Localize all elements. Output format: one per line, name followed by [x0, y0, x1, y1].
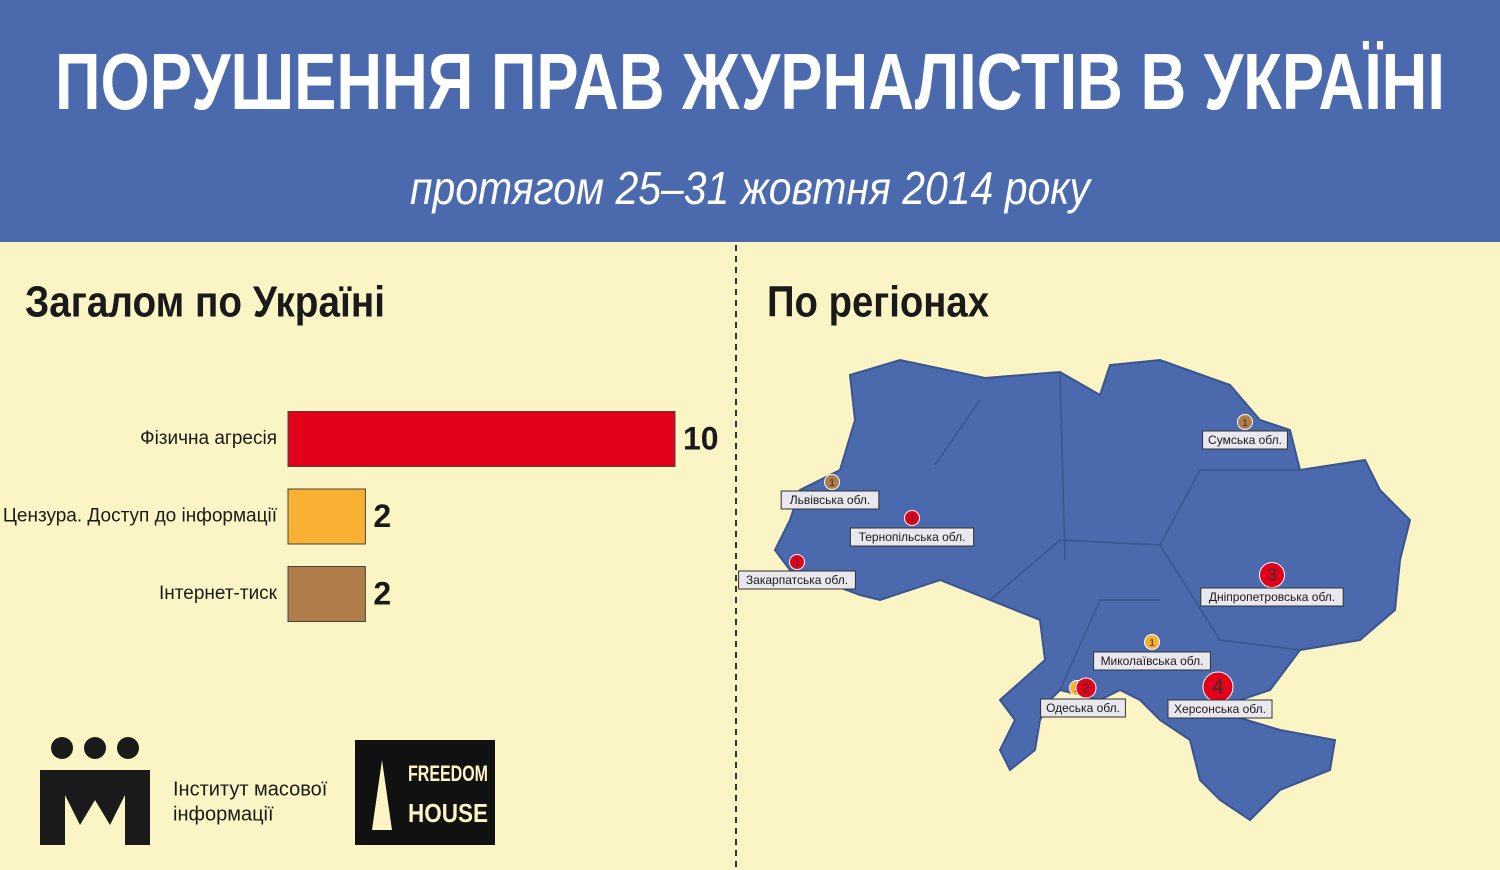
region-label: Тернопільська обл.	[859, 530, 966, 544]
region-label: Дніпропетровська обл.	[1209, 590, 1335, 604]
logo-dot	[84, 737, 106, 759]
region-marker	[1144, 634, 1160, 650]
region-label-box	[1200, 587, 1344, 607]
logo-dot	[51, 737, 73, 759]
map-title: По регіонах	[767, 278, 989, 327]
region-marker	[789, 554, 805, 570]
region-marker	[904, 510, 920, 526]
marker-value: 4	[1212, 676, 1224, 699]
bar	[287, 566, 366, 622]
marker-value: 1	[1242, 417, 1248, 429]
region-label-box	[1040, 698, 1126, 718]
page-title: ПОРУШЕННЯ ПРАВ ЖУРНАЛІСТІВ В УКРАЇНІ	[55, 37, 1445, 126]
region-marker	[1075, 677, 1097, 699]
region-marker	[824, 474, 840, 490]
region-borders	[934, 371, 1301, 691]
chart-title: Загалом по Україні	[25, 278, 385, 327]
region-label-box	[1167, 699, 1273, 719]
logo-text: інформації	[173, 803, 274, 825]
region-label-box	[849, 527, 975, 547]
region-label-box	[1093, 651, 1211, 671]
logo-text: HOUSE	[408, 798, 488, 828]
ukraine-map	[773, 358, 1412, 822]
region-label: Сумська обл.	[1208, 433, 1282, 447]
bar	[287, 411, 676, 467]
marker-value: 1	[909, 513, 915, 525]
region-label: Львівська обл.	[790, 493, 871, 507]
logo-text: FREEDOM	[408, 761, 488, 786]
region-label-box	[1202, 430, 1288, 450]
bar-label: Інтернет-тиск	[159, 583, 278, 604]
bar-label: Цензура. Доступ до інформації	[3, 506, 278, 527]
logo-torch	[372, 760, 392, 830]
marker-value: 1	[794, 557, 800, 569]
region-label: Миколаївська обл.	[1101, 654, 1204, 668]
page-subtitle: протягом 25–31 жовтня 2014 року	[410, 162, 1093, 214]
bar	[287, 488, 366, 545]
region-label: Херсонська обл.	[1174, 702, 1266, 716]
marker-value: 3	[1267, 565, 1277, 585]
logo-shape	[40, 770, 150, 845]
marker-value: 2	[1082, 680, 1090, 696]
logo-text: Інститут масової	[173, 778, 328, 800]
bar-label: Фізична агресія	[140, 428, 277, 449]
marker-value: 1	[1149, 637, 1155, 649]
marker-value: 1	[829, 477, 835, 489]
region-label: Закарпатська обл.	[746, 573, 848, 587]
value-label: 2	[373, 575, 391, 611]
freedom-house-logo: FREEDOM HOUSE	[355, 740, 495, 845]
imi-logo: Інститут масової інформації	[40, 737, 328, 845]
region-label: Одеська обл.	[1046, 701, 1120, 715]
logo-dot	[117, 737, 139, 759]
value-label: 2	[373, 498, 391, 534]
header-band	[0, 0, 1500, 242]
region-label-box	[738, 570, 856, 590]
region-label-box	[780, 490, 880, 510]
value-label: 10	[683, 420, 719, 456]
region-marker	[1237, 414, 1253, 430]
